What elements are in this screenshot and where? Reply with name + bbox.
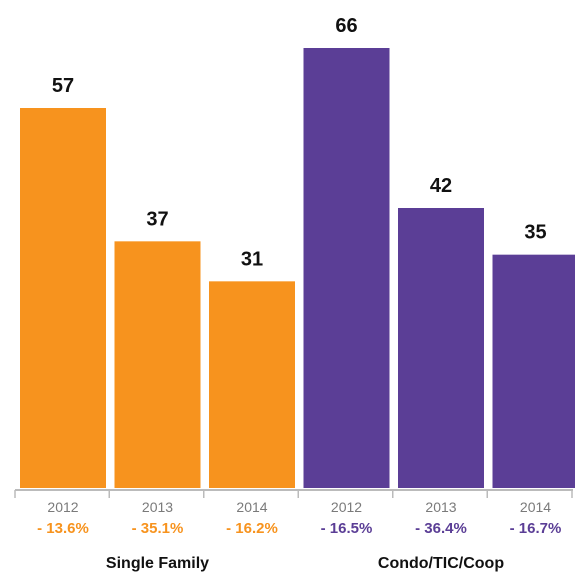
- x-tick-label: 2012: [47, 499, 78, 515]
- change-label: - 16.2%: [226, 520, 278, 537]
- bar-single-family-2013: [114, 241, 201, 488]
- data-label: 57: [52, 75, 74, 97]
- x-tick-label: 2012: [331, 499, 362, 515]
- change-label: - 35.1%: [132, 520, 184, 537]
- bar-condo-tic-coop-2013: [398, 208, 484, 488]
- data-label: 31: [241, 248, 263, 270]
- x-tick-label: 2013: [142, 499, 173, 515]
- x-tick-label: 2014: [520, 499, 551, 515]
- bar-single-family-2012: [20, 108, 106, 488]
- group-label: Single Family: [106, 555, 209, 572]
- bar-condo-tic-coop-2012: [303, 48, 390, 488]
- data-label: 35: [524, 222, 546, 244]
- change-label: - 13.6%: [37, 520, 89, 537]
- change-label: - 16.5%: [321, 520, 373, 537]
- data-label: 66: [335, 15, 357, 37]
- data-label: 42: [430, 175, 452, 197]
- group-label: Condo/TIC/Coop: [378, 555, 504, 572]
- data-label: 37: [146, 208, 168, 230]
- bar-condo-tic-coop-2014: [492, 254, 575, 488]
- x-tick-label: 2013: [425, 499, 456, 515]
- bar-single-family-2014: [209, 281, 295, 488]
- change-label: - 16.7%: [510, 520, 562, 537]
- x-tick-label: 2014: [236, 499, 267, 515]
- change-label: - 36.4%: [415, 520, 467, 537]
